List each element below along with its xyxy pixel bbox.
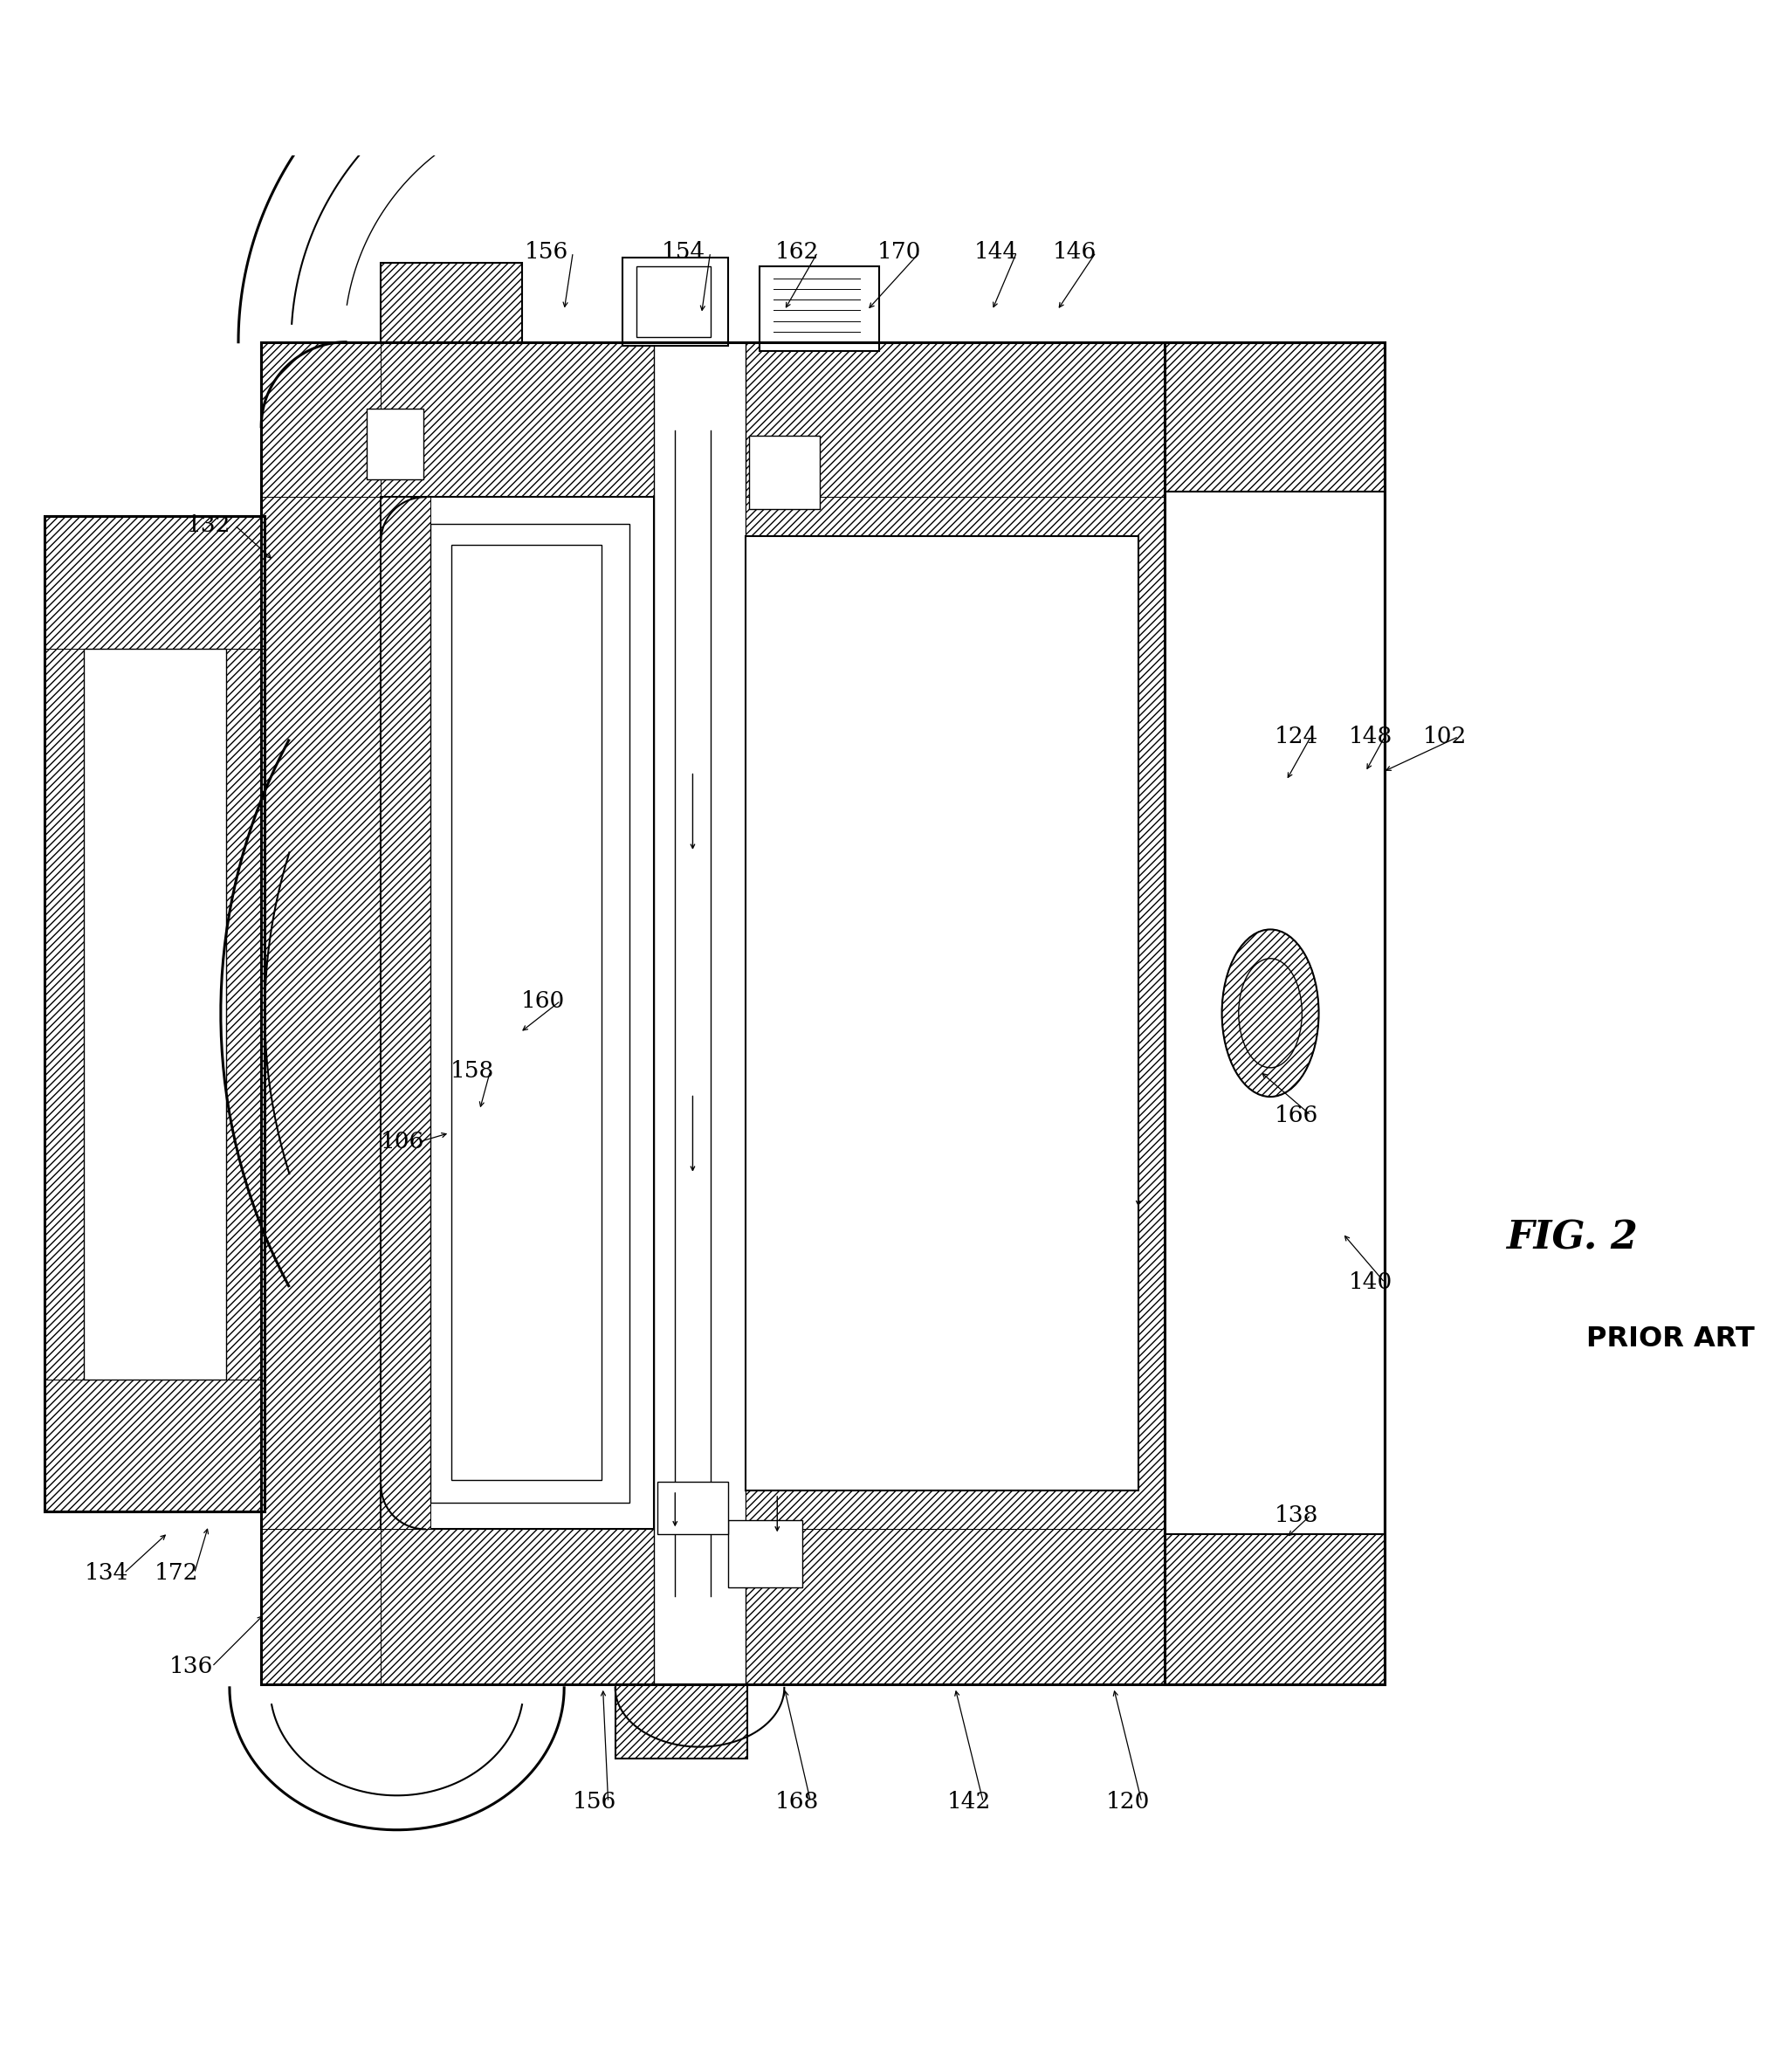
- Bar: [44, 649, 83, 1380]
- Text: PRIOR ART: PRIOR ART: [1586, 1326, 1753, 1353]
- Text: 160: 160: [522, 990, 564, 1011]
- Text: 136: 136: [169, 1656, 213, 1678]
- Bar: [44, 1380, 264, 1513]
- Bar: [1164, 342, 1384, 1685]
- Text: 146: 146: [1052, 240, 1096, 263]
- Text: 134: 134: [83, 1562, 128, 1585]
- Bar: [749, 435, 820, 510]
- Text: 170: 170: [876, 240, 921, 263]
- Text: 158: 158: [451, 1061, 495, 1082]
- Bar: [637, 267, 710, 338]
- Text: 120: 120: [1105, 1792, 1150, 1813]
- Bar: [261, 342, 1384, 1685]
- Text: 168: 168: [773, 1792, 818, 1813]
- Text: 156: 156: [525, 240, 568, 263]
- Bar: [381, 263, 522, 342]
- Bar: [1164, 342, 1384, 1685]
- Text: 172: 172: [154, 1562, 199, 1585]
- Ellipse shape: [1221, 930, 1318, 1096]
- Bar: [1164, 491, 1384, 1535]
- Text: 132: 132: [186, 514, 231, 537]
- Text: 138: 138: [1274, 1504, 1318, 1525]
- Bar: [745, 537, 1137, 1490]
- Text: 166: 166: [1274, 1104, 1318, 1127]
- Bar: [623, 257, 727, 346]
- Text: 156: 156: [571, 1792, 616, 1813]
- Bar: [83, 649, 225, 1380]
- Text: 154: 154: [662, 240, 706, 263]
- Bar: [616, 1685, 747, 1759]
- Bar: [367, 408, 422, 479]
- Bar: [381, 497, 653, 1529]
- Bar: [727, 1521, 802, 1587]
- Text: 142: 142: [947, 1792, 990, 1813]
- Ellipse shape: [1238, 959, 1302, 1067]
- Bar: [381, 497, 429, 1529]
- Bar: [381, 263, 522, 342]
- Text: 144: 144: [974, 240, 1017, 263]
- Bar: [261, 342, 381, 1685]
- Bar: [653, 342, 745, 1685]
- Bar: [759, 267, 878, 350]
- Text: 162: 162: [773, 240, 818, 263]
- Bar: [44, 516, 264, 649]
- Text: 102: 102: [1423, 725, 1465, 748]
- Text: 148: 148: [1348, 725, 1393, 748]
- Bar: [225, 649, 264, 1380]
- Bar: [451, 545, 601, 1479]
- Bar: [261, 1529, 1384, 1685]
- Text: 124: 124: [1274, 725, 1318, 748]
- Text: 106: 106: [380, 1131, 424, 1152]
- Bar: [616, 1685, 747, 1759]
- Bar: [261, 342, 1384, 497]
- Text: 140: 140: [1348, 1272, 1393, 1293]
- Bar: [261, 497, 381, 1529]
- Bar: [656, 1481, 727, 1535]
- Bar: [44, 516, 264, 1513]
- Text: FIG. 2: FIG. 2: [1504, 1220, 1637, 1258]
- Bar: [429, 524, 630, 1502]
- Bar: [44, 516, 264, 1513]
- Bar: [745, 497, 1164, 1529]
